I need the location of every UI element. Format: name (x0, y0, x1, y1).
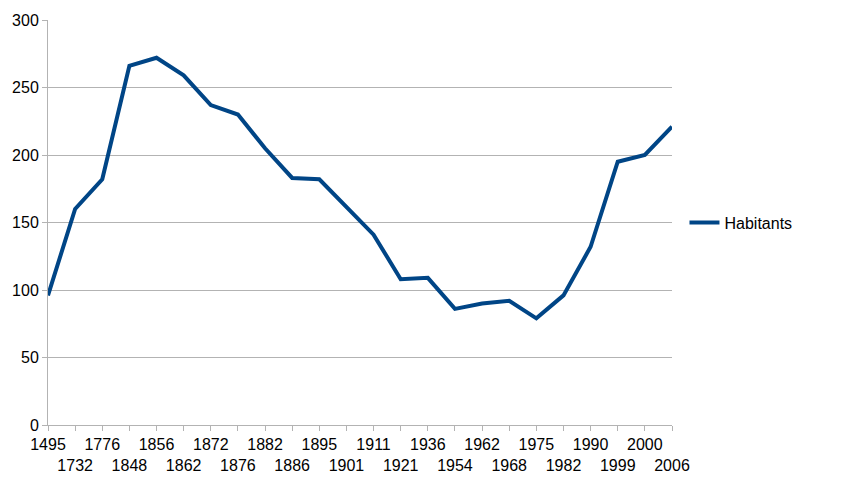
svg-text:1895: 1895 (302, 436, 338, 453)
svg-text:1876: 1876 (220, 457, 256, 474)
svg-text:0: 0 (30, 417, 39, 434)
svg-text:300: 300 (12, 12, 39, 29)
svg-text:1954: 1954 (437, 457, 473, 474)
svg-text:Habitants: Habitants (724, 215, 792, 232)
svg-text:1862: 1862 (166, 457, 202, 474)
svg-text:200: 200 (12, 147, 39, 164)
svg-text:100: 100 (12, 282, 39, 299)
svg-text:1732: 1732 (57, 457, 93, 474)
svg-text:1911: 1911 (356, 436, 391, 453)
svg-text:1495: 1495 (30, 436, 66, 453)
svg-text:1848: 1848 (112, 457, 148, 474)
svg-text:1968: 1968 (491, 457, 527, 474)
svg-text:2000: 2000 (627, 436, 663, 453)
svg-text:1936: 1936 (410, 436, 446, 453)
svg-text:50: 50 (21, 349, 39, 366)
svg-text:1921: 1921 (383, 457, 419, 474)
svg-text:1999: 1999 (600, 457, 636, 474)
svg-text:1856: 1856 (139, 436, 175, 453)
svg-text:1872: 1872 (193, 436, 229, 453)
svg-text:1975: 1975 (519, 436, 555, 453)
svg-text:1776: 1776 (84, 436, 120, 453)
svg-text:250: 250 (12, 79, 39, 96)
svg-text:1901: 1901 (329, 457, 365, 474)
svg-text:1882: 1882 (247, 436, 283, 453)
svg-text:1982: 1982 (546, 457, 582, 474)
svg-text:2006: 2006 (654, 457, 690, 474)
svg-text:1886: 1886 (274, 457, 310, 474)
svg-text:1962: 1962 (464, 436, 500, 453)
svg-text:1990: 1990 (573, 436, 609, 453)
svg-text:150: 150 (12, 214, 39, 231)
